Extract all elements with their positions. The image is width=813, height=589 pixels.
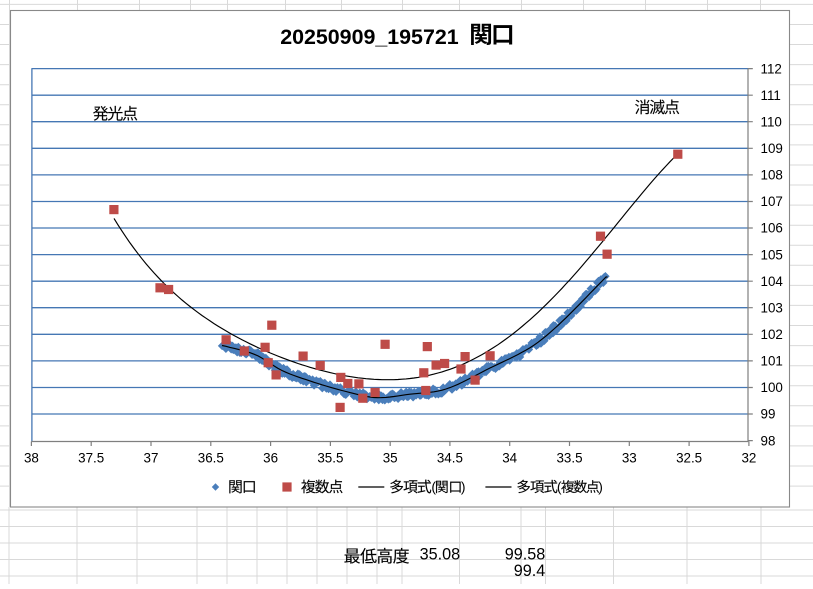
svg-text:106: 106 [761,221,783,236]
svg-text:36: 36 [263,450,278,465]
svg-text:99.4: 99.4 [514,562,546,580]
svg-text:(: ( [557,479,562,495]
svg-text:34.5: 34.5 [437,450,463,465]
svg-text:108: 108 [761,168,783,183]
svg-text:98: 98 [761,433,776,448]
svg-text:101: 101 [761,354,783,369]
svg-text:33.5: 33.5 [556,450,582,465]
svg-text:103: 103 [761,300,783,315]
svg-text:36.5: 36.5 [198,450,224,465]
svg-text:35.5: 35.5 [317,450,343,465]
svg-text:32.5: 32.5 [676,450,702,465]
svg-text:112: 112 [761,61,782,76]
svg-text:33: 33 [622,450,637,465]
svg-text:): ) [598,479,603,495]
svg-text:110: 110 [761,114,782,129]
svg-text:35: 35 [383,450,398,465]
svg-text:37: 37 [144,450,159,465]
svg-text:20250909_195721: 20250909_195721 [280,25,459,49]
svg-text:99: 99 [761,407,776,422]
svg-text:34: 34 [502,450,517,465]
svg-text:(: ( [431,479,436,495]
svg-text:104: 104 [761,274,784,289]
svg-text:105: 105 [761,247,783,262]
svg-text:102: 102 [761,327,783,342]
svg-text:107: 107 [761,194,783,209]
svg-text:37.5: 37.5 [78,450,104,465]
svg-text:111: 111 [761,88,781,103]
svg-text:32: 32 [741,450,756,465]
svg-text:109: 109 [761,141,783,156]
svg-text:): ) [461,479,466,495]
svg-text:100: 100 [761,380,783,395]
svg-text:38: 38 [24,450,39,465]
svg-text:35.08: 35.08 [420,546,461,564]
svg-text:99.58: 99.58 [505,545,546,563]
